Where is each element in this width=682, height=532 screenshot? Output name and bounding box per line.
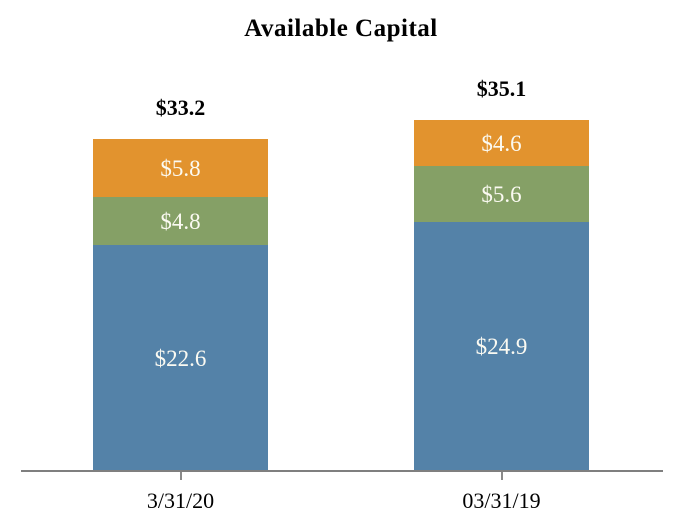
bar-segment-bottom-segment: $24.9 xyxy=(414,222,589,471)
segment-value-label: $4.6 xyxy=(481,130,522,156)
segment-value-label: $5.8 xyxy=(160,155,201,181)
x-axis-label: 03/31/19 xyxy=(462,488,541,513)
segment-value-label: $5.6 xyxy=(481,181,522,207)
total-value-label: $33.2 xyxy=(155,95,206,120)
total-value-label: $35.1 xyxy=(476,76,527,101)
segment-value-label: $22.6 xyxy=(154,345,207,371)
bar-segment-middle-segment: $5.6 xyxy=(414,166,589,222)
bar-segment-middle-segment: $4.8 xyxy=(93,197,268,245)
x-axis-label: 3/31/20 xyxy=(146,488,215,513)
segment-value-label: $24.9 xyxy=(475,334,528,359)
x-axis-tick xyxy=(500,472,503,480)
segment-value-label: $4.8 xyxy=(160,208,201,234)
x-axis-line xyxy=(21,470,663,472)
chart-title: Available Capital xyxy=(244,15,438,42)
x-axis-tick xyxy=(179,472,182,480)
bar-segment-top-segment: $5.8 xyxy=(93,139,268,197)
bar-segment-top-segment: $4.6 xyxy=(414,120,589,166)
bar-segment-bottom-segment: $22.6 xyxy=(93,245,268,471)
